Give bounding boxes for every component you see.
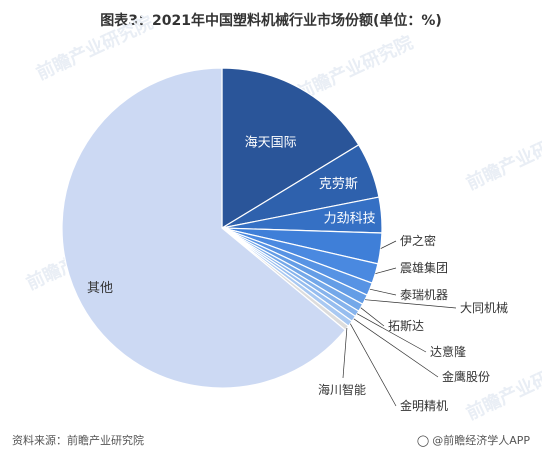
slice-label: 力劲科技: [324, 212, 376, 227]
leader-line: [375, 267, 397, 274]
pie-slice: [61, 67, 347, 389]
source-note: 资料来源：前瞻产业研究院: [12, 434, 144, 447]
leader-line: [380, 240, 397, 249]
watermark-text: 前瞻产业研究院: [463, 351, 542, 424]
slice-label: 海天国际: [245, 136, 297, 151]
slice-label: 克劳斯: [319, 176, 358, 192]
slice-label: 金鹰股份: [442, 369, 490, 384]
brand-tag: ◯ @前瞻经济学人APP: [417, 432, 530, 448]
slice-label: 达意隆: [430, 344, 466, 359]
leader-line: [360, 307, 385, 327]
pie-slices: [61, 67, 383, 389]
slice-label: 大同机械: [460, 300, 508, 315]
leader-line: [356, 313, 427, 353]
brand-logo-icon: ◯: [416, 433, 430, 447]
leader-line: [369, 288, 397, 296]
leader-lines: [342, 240, 457, 407]
slice-label: 海川智能: [318, 382, 366, 397]
watermark-text: 前瞻产业研究院: [463, 121, 542, 194]
slice-labels: 海天国际克劳斯力劲科技伊之密震雄集团泰瑞机器大同机械拓斯达达意隆金鹰股份金明精机…: [87, 136, 508, 413]
slice-label: 伊之密: [400, 233, 436, 248]
slice-label: 震雄集团: [400, 260, 448, 275]
leader-line: [353, 318, 439, 378]
slice-label: 泰瑞机器: [400, 288, 448, 302]
watermark-text: 前瞻产业研究院: [293, 31, 416, 104]
slice-label: 其他: [87, 281, 113, 296]
leader-line: [364, 299, 457, 309]
watermark-text: 前瞻产业研究院: [33, 11, 156, 84]
leader-line: [349, 323, 397, 407]
slice-label: 拓斯达: [388, 319, 424, 333]
brand-label: @前瞻经济学人APP: [432, 434, 530, 447]
pie-slice: [221, 67, 360, 230]
chart-title: 图表3：2021年中国塑料机械行业市场份额(单位：%): [100, 13, 442, 29]
slice-label: 金明精机: [400, 398, 448, 413]
leader-line: [342, 327, 348, 379]
